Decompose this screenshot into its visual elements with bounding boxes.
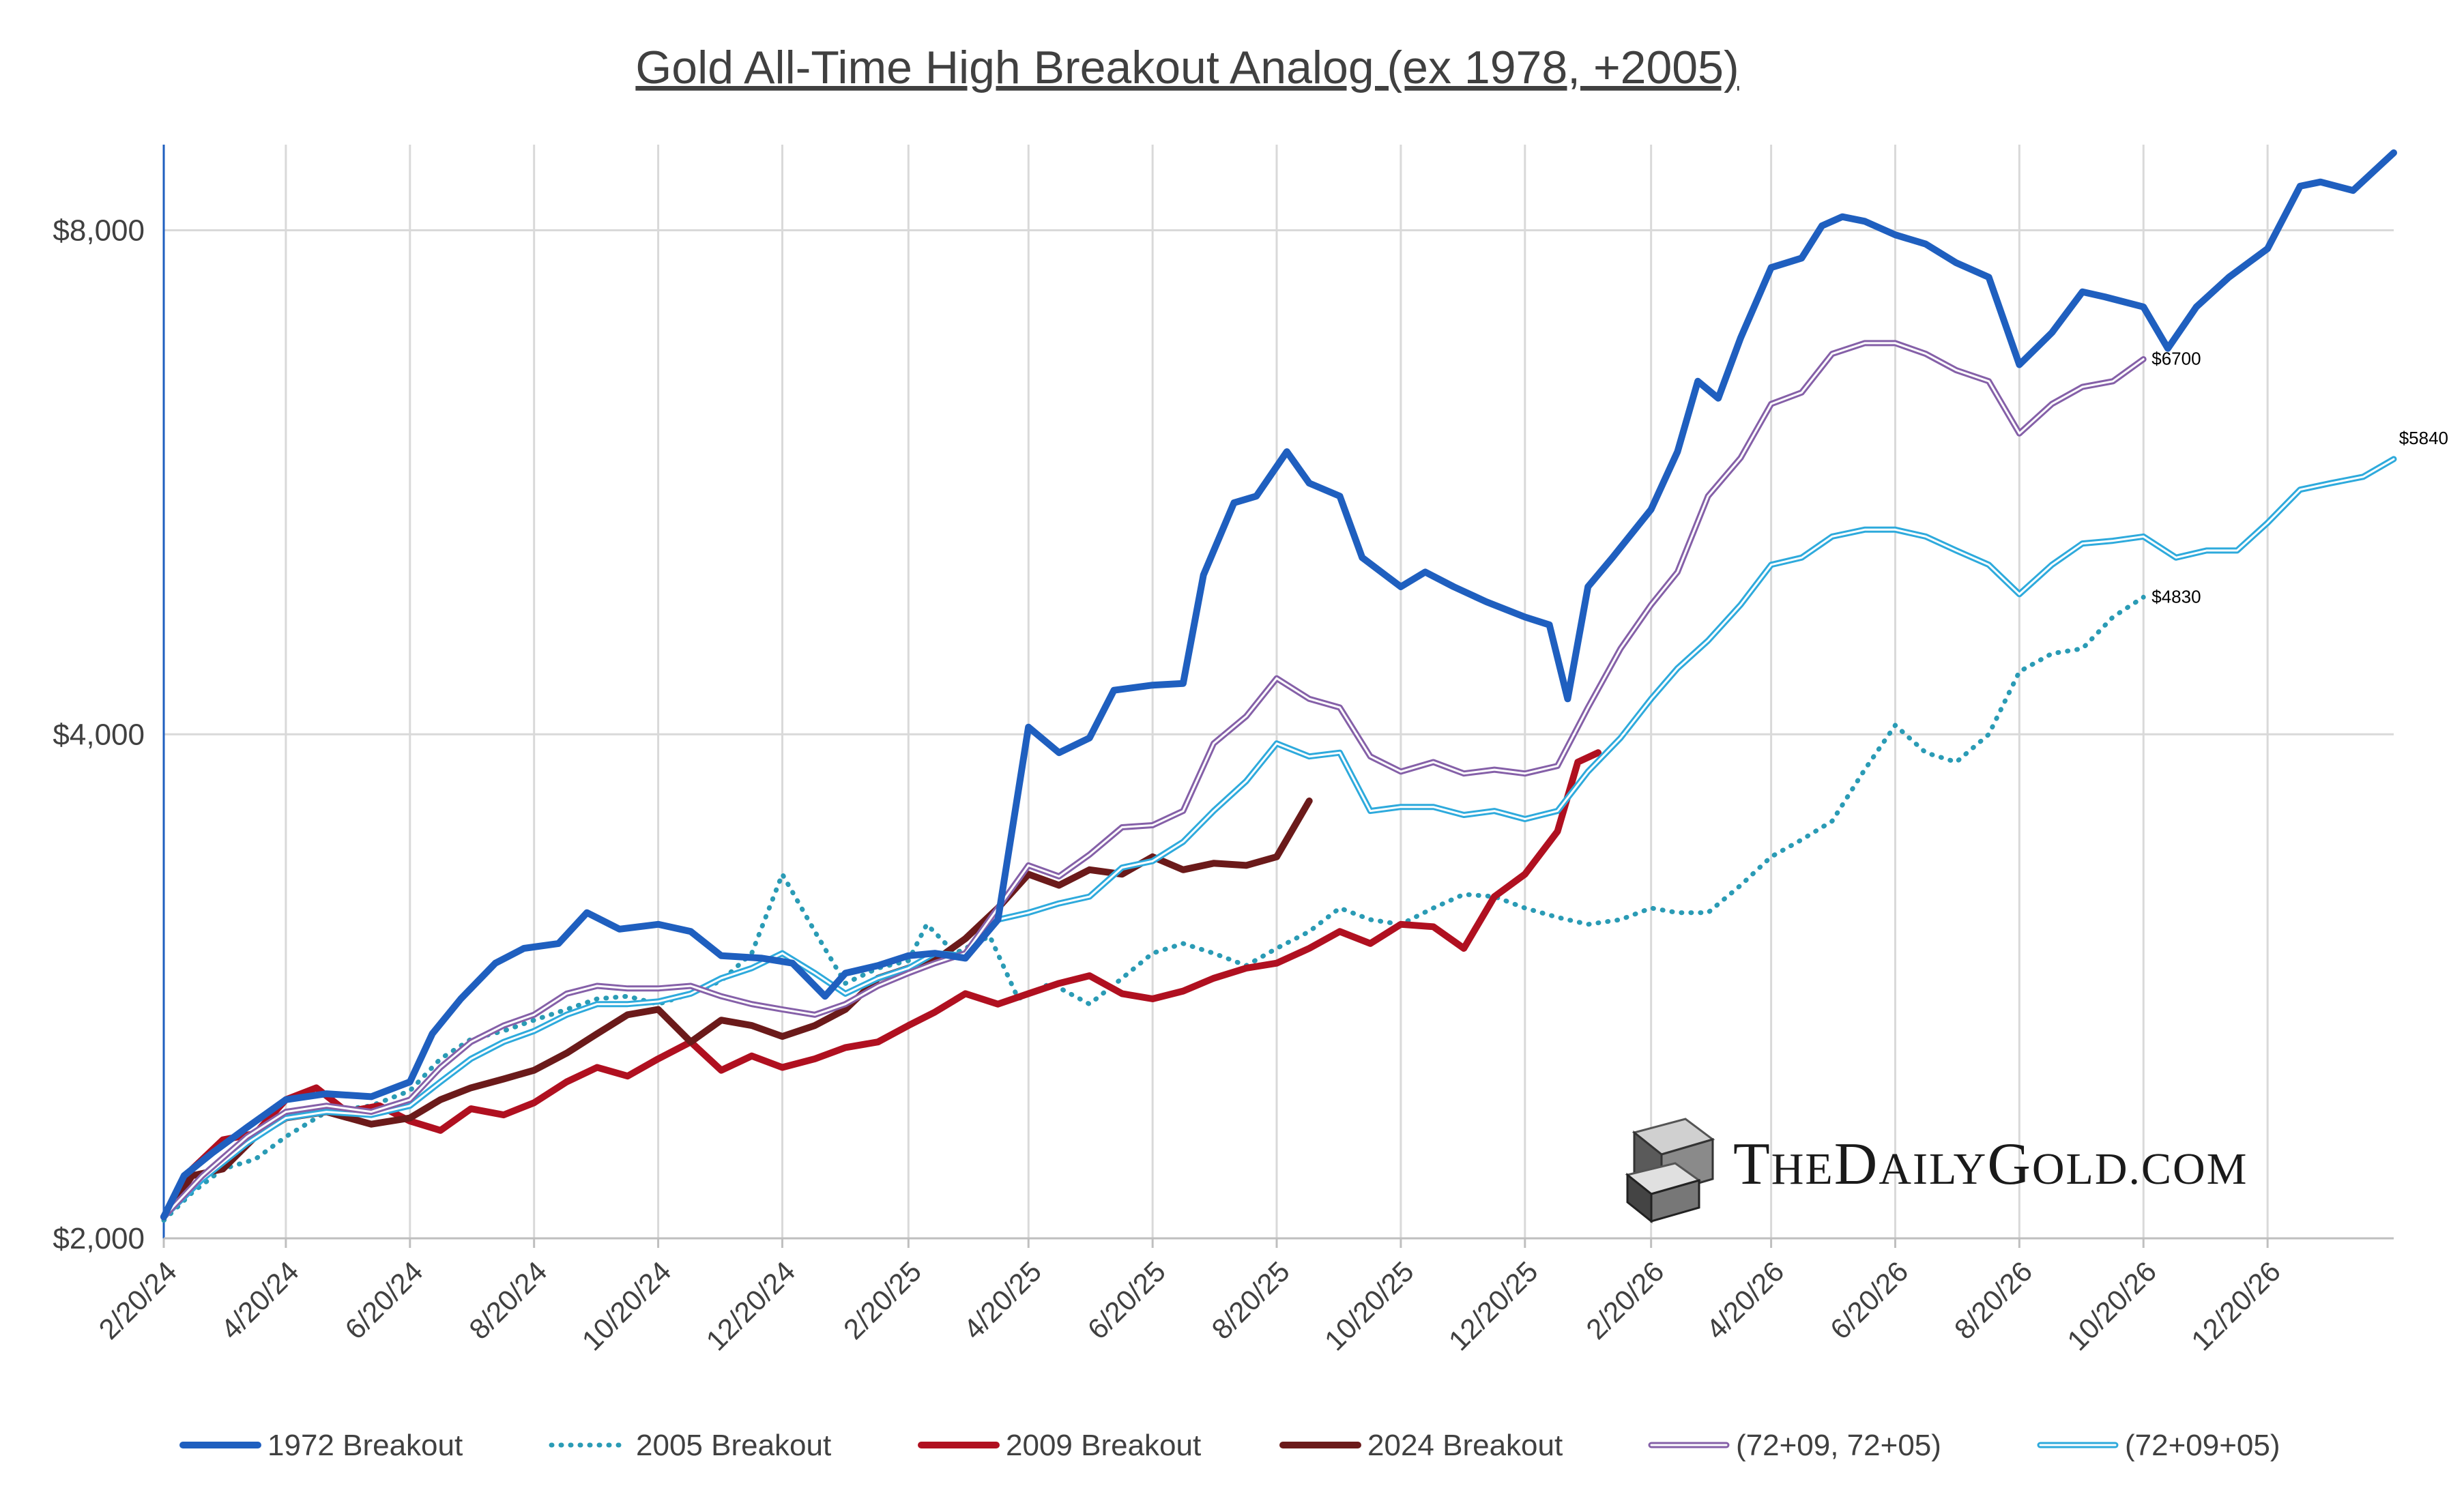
watermark: THEDAILYGOLD.COM	[1625, 1118, 2248, 1224]
y-axis-ticks: $2,000 $4,000 $8,000	[53, 214, 145, 1255]
axes	[162, 145, 2394, 1240]
legend-label: 2024 Breakout	[1367, 1429, 1563, 1462]
series-72-09-72-05-inner	[162, 342, 2145, 1218]
legend-label: (72+09, 72+05)	[1736, 1429, 1941, 1462]
series-72-09-05-inner	[162, 458, 2395, 1218]
chart-title: Gold All-Time High Breakout Analog (ex 1…	[635, 42, 1739, 93]
y-tick-label: $8,000	[53, 214, 145, 248]
legend-label: 2005 Breakout	[636, 1429, 831, 1462]
y-tick-label: $2,000	[53, 1222, 145, 1255]
legend-item-2024-breakout: 2024 Breakout	[1279, 1429, 1563, 1462]
legend: 1972 Breakout 2005 Breakout 2009 Breakout 2…	[179, 1429, 2280, 1462]
series-2005-breakout	[161, 594, 2146, 1223]
legend-item-72-09-05: (72+09+05)	[2037, 1429, 2280, 1462]
gold-bar-stack-icon	[1625, 1118, 1715, 1224]
legend-item-72-09-72-05: (72+09, 72+05)	[1648, 1429, 1941, 1462]
series-2024-breakout	[160, 797, 1313, 1221]
end-label-2005-breakout: $4830	[2151, 586, 2201, 607]
legend-item-2005-breakout: 2005 Breakout	[549, 1429, 831, 1462]
end-label-72-09-05: $5840	[2399, 428, 2448, 448]
legend-label: 2009 Breakout	[1006, 1429, 1201, 1462]
series-lines	[160, 149, 2397, 1223]
series-1972-breakout	[160, 149, 2397, 1221]
y-tick-label: $4,000	[53, 718, 145, 751]
watermark-text: THEDAILYGOLD.COM	[1733, 1131, 2248, 1197]
legend-item-1972-breakout: 1972 Breakout	[179, 1429, 463, 1462]
end-labels: $6700 $5840 $4830	[2151, 349, 2448, 607]
legend-item-2009-breakout: 2009 Breakout	[918, 1429, 1201, 1462]
legend-label: (72+09+05)	[2125, 1429, 2280, 1462]
legend-label: 1972 Breakout	[267, 1429, 463, 1462]
end-label-72-09-72-05: $6700	[2151, 349, 2201, 369]
